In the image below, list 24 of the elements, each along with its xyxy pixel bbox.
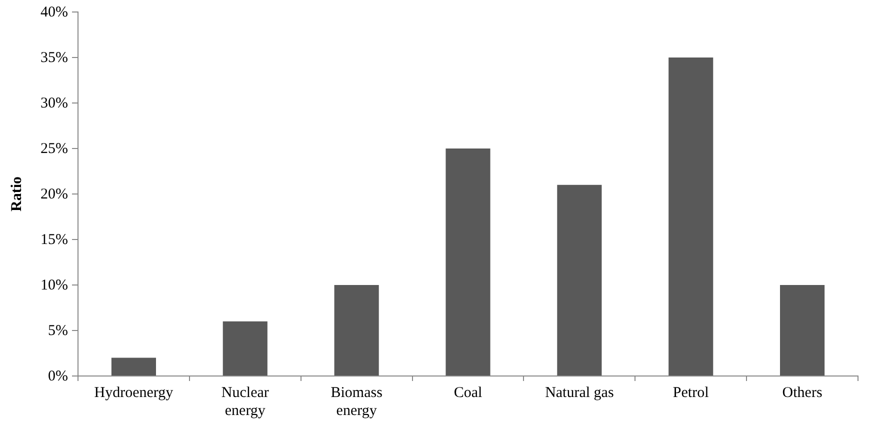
- x-tick-label: Natural gas: [545, 384, 614, 401]
- y-tick-label: 20%: [40, 186, 68, 202]
- x-tick-label: Petrol: [672, 384, 709, 401]
- x-tick-label: Biomass energy: [330, 384, 383, 419]
- x-tick-label: Coal: [454, 384, 482, 401]
- y-tick-label: 0%: [48, 368, 68, 384]
- y-tick-label: 35%: [40, 50, 68, 66]
- x-tick-label: Hydroenergy: [94, 384, 174, 401]
- bar: [446, 148, 490, 376]
- y-tick-label: 15%: [40, 232, 68, 248]
- bar: [557, 184, 602, 376]
- bar: [111, 358, 156, 376]
- bar: [780, 285, 825, 376]
- x-tick-label: Nuclear energy: [221, 384, 269, 419]
- bar: [334, 285, 379, 376]
- bar: [222, 321, 268, 376]
- bar: [668, 58, 714, 376]
- y-tick-label: 10%: [40, 278, 68, 294]
- y-tick-label: 5%: [48, 323, 68, 339]
- y-tick-label: 25%: [40, 141, 68, 157]
- y-axis-title: Ratio: [8, 176, 25, 212]
- y-tick-label: 30%: [40, 96, 68, 112]
- y-tick-label: 40%: [40, 4, 68, 20]
- x-tick-label: Others: [782, 384, 822, 401]
